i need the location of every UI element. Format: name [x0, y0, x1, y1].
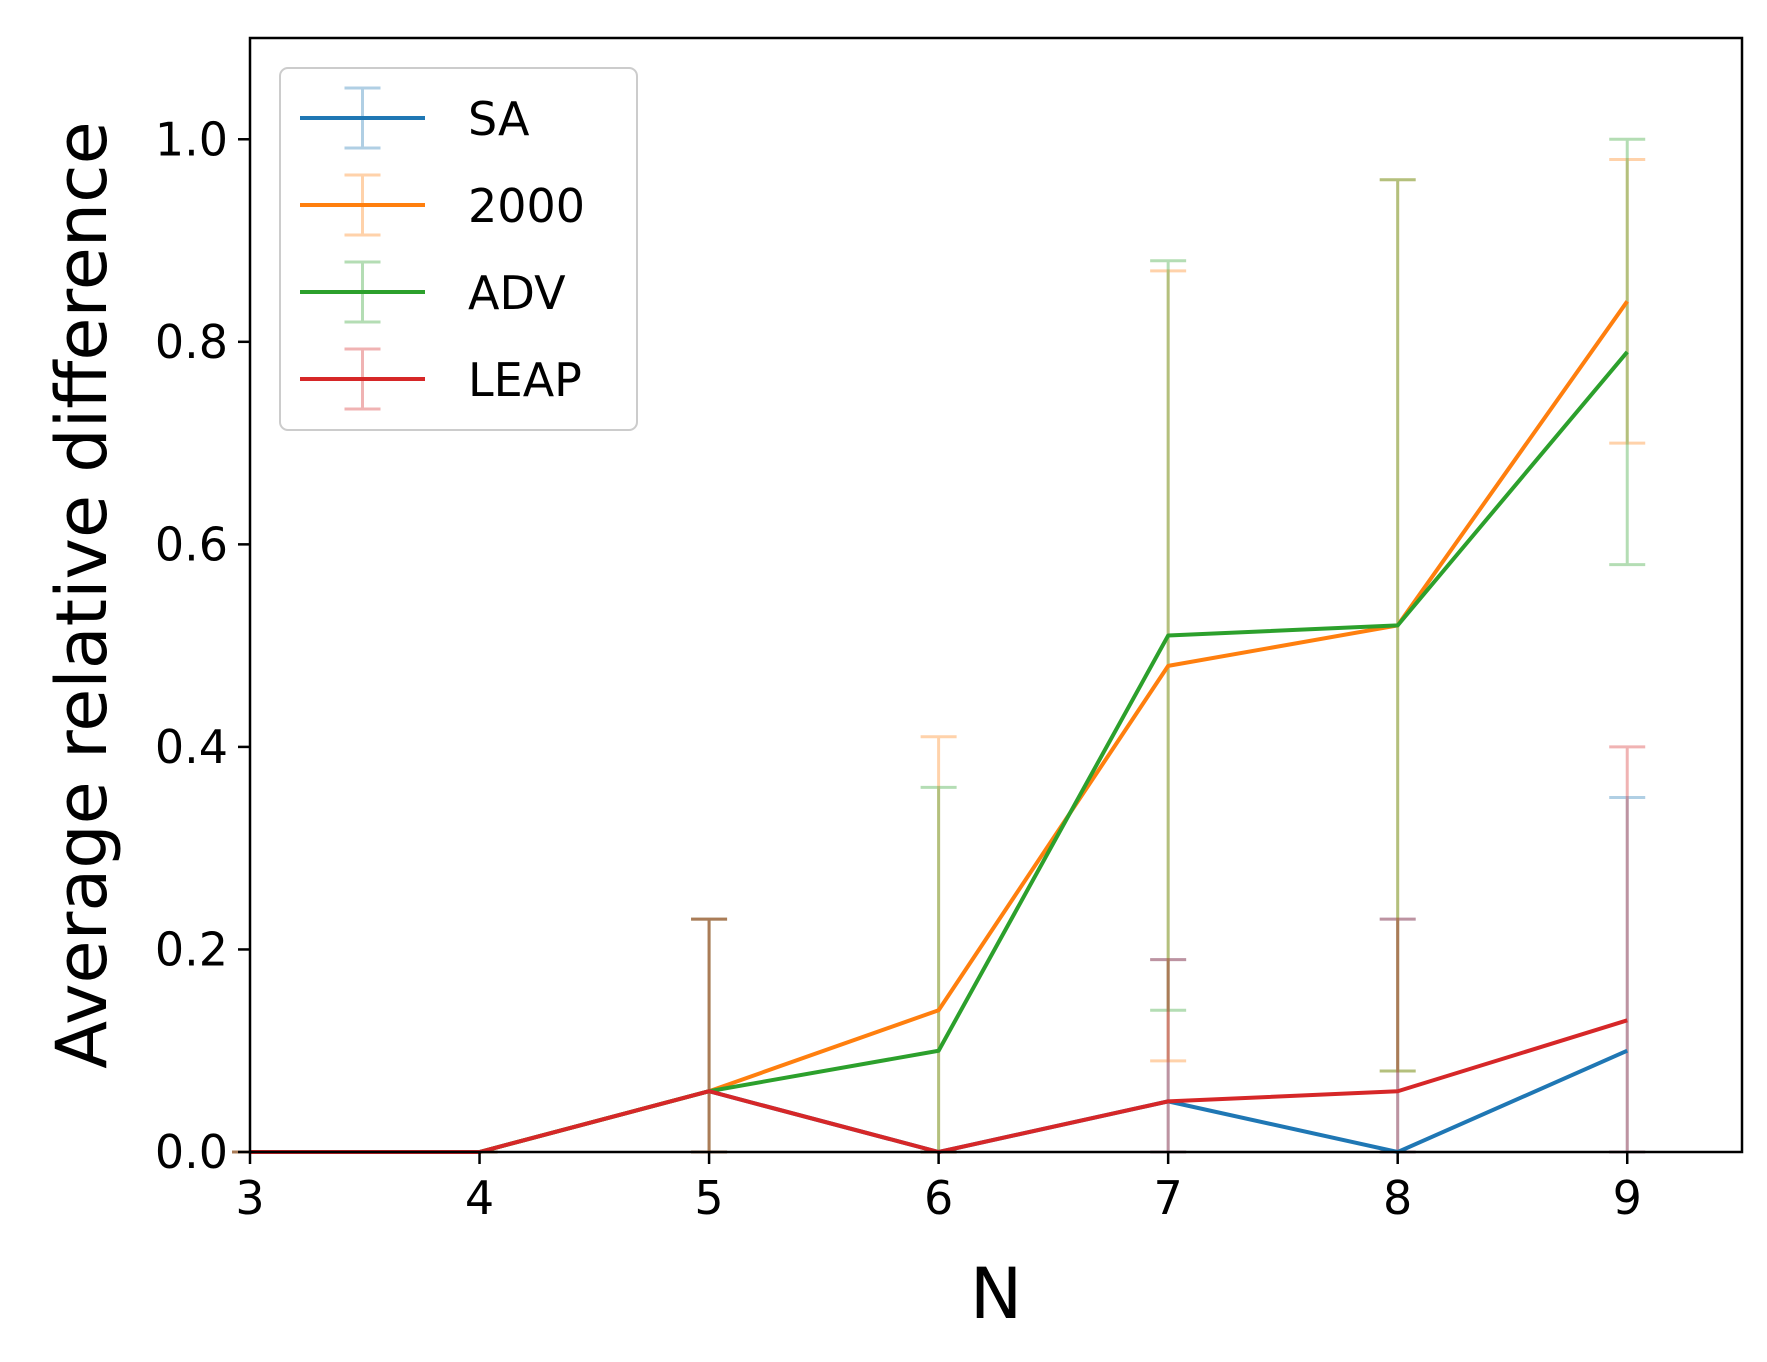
errorbar-adv [1609, 137, 1646, 567]
legend-entry-adv: ADV [300, 260, 566, 324]
plot-frame [248, 36, 1744, 1154]
legend-entry-2000: 2000 [300, 173, 585, 237]
x-axis-label: N [970, 1253, 1022, 1335]
y-tick-label: 1.0 [155, 112, 228, 166]
x-tick-label: 4 [465, 1171, 494, 1225]
x-tick-label: 8 [1383, 1171, 1412, 1225]
legend-label: ADV [468, 266, 566, 320]
x-tick-label: 9 [1613, 1171, 1642, 1225]
y-tick-label: 0.8 [155, 315, 228, 369]
y-tick-label: 0.6 [155, 517, 228, 571]
legend-label: 2000 [468, 179, 585, 233]
errorbar-leap [1150, 958, 1187, 1154]
legend-label: LEAP [468, 353, 582, 407]
y-tick-label: 0.4 [155, 720, 228, 774]
y-tick-label: 0.2 [155, 922, 228, 976]
x-tick-label: 5 [694, 1171, 723, 1225]
errorbar-adv [920, 785, 957, 1154]
x-tick-label: 3 [235, 1171, 264, 1225]
errorbar-leap [1379, 917, 1416, 1154]
y-axis-label: Average relative difference [41, 121, 123, 1068]
errorbar-leap [691, 917, 728, 1154]
x-tick-label: 6 [924, 1171, 953, 1225]
legend-label: SA [468, 92, 530, 146]
y-tick-label: 0.0 [155, 1125, 228, 1179]
legend-box [279, 67, 638, 431]
errorbar-leap [1609, 745, 1646, 1154]
x-tick-label: 7 [1154, 1171, 1183, 1225]
legend-entry-leap: LEAP [300, 347, 582, 411]
legend-entry-sa: SA [300, 86, 530, 150]
x-axis-ticks: 3 4 5 6 7 8 9 [235, 1152, 1642, 1225]
y-axis-ticks: 0.0 0.2 0.4 0.6 0.8 1.0 [155, 112, 250, 1179]
legend: SA 2000 ADV LEAP [279, 67, 638, 431]
